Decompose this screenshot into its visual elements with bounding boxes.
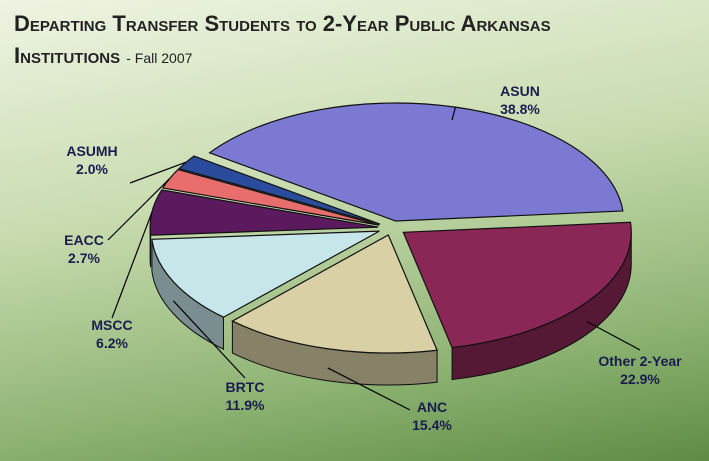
slice-label: EACC <box>64 232 104 248</box>
value-label: 15.4% <box>412 417 452 433</box>
slice-side-shade <box>151 239 224 350</box>
leader-line <box>586 320 641 351</box>
chart-title: Departing Transfer Students to 2-Year Pu… <box>14 11 551 68</box>
slice-side-shade <box>232 321 438 385</box>
value-label: 11.9% <box>226 397 265 413</box>
slice <box>161 168 380 226</box>
slice-side-shade <box>150 227 151 268</box>
leader-line <box>451 106 457 121</box>
slice <box>402 221 632 349</box>
value-label: 22.9% <box>620 371 660 387</box>
slice-label: BRTC <box>226 379 265 395</box>
slice-side-shade <box>452 232 632 380</box>
leader-line <box>327 367 411 411</box>
value-label: 38.8% <box>500 101 540 117</box>
chart-title-block: Departing Transfer Students to 2-Year Pu… <box>14 8 604 74</box>
value-label: 2.0% <box>76 161 108 177</box>
leader-line <box>172 300 246 379</box>
leader-line <box>107 178 171 241</box>
value-label: 6.2% <box>96 335 128 351</box>
leader-line <box>129 161 187 184</box>
slice <box>231 234 438 354</box>
slice-sides <box>149 227 632 386</box>
value-label: 2.7% <box>68 250 100 266</box>
slice-label: ANC <box>417 399 447 415</box>
slice <box>151 230 380 318</box>
slice-label: MSCC <box>91 317 132 333</box>
leader-line <box>111 212 153 319</box>
slice <box>177 155 381 225</box>
slice-label: ASUMH <box>66 143 117 159</box>
chart-subtitle: - Fall 2007 <box>126 50 193 66</box>
slice-label: Other 2-Year <box>598 353 682 369</box>
slice-label: ASUN <box>500 83 540 99</box>
